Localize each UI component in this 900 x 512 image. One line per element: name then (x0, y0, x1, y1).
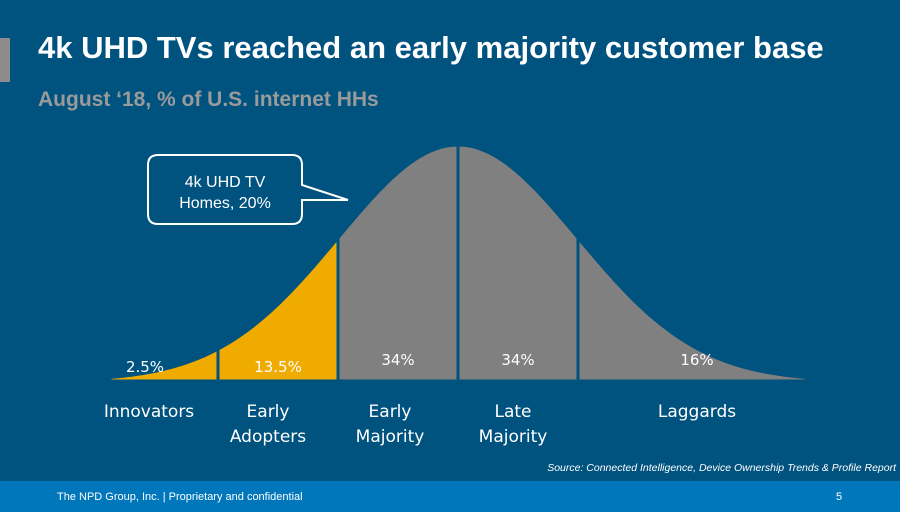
category-label: Adopters (230, 427, 306, 447)
footer-bar: The NPD Group, Inc. | Proprietary and co… (0, 481, 900, 512)
value-label: 16% (680, 351, 713, 369)
curve-segment-innovators (108, 346, 220, 383)
category-label: Late (494, 402, 531, 422)
value-label: 34% (381, 351, 414, 369)
callout-line-1: 4k UHD TV (185, 174, 266, 191)
callout-line-2: Homes, 20% (179, 195, 271, 212)
page-number: 5 (836, 491, 843, 503)
source-note: Source: Connected Intelligence, Device O… (547, 462, 896, 474)
curve-segment-laggards (576, 233, 808, 383)
category-label: Majority (479, 427, 548, 447)
category-label: Laggards (658, 402, 736, 422)
title-accent-bar (0, 38, 10, 82)
curve-segment-early-adopters (216, 233, 340, 383)
category-label: Early (369, 402, 412, 422)
value-label: 13.5% (254, 358, 302, 376)
value-label: 2.5% (126, 358, 164, 376)
category-label: Innovators (104, 402, 194, 422)
footer-text: The NPD Group, Inc. | Proprietary and co… (57, 491, 303, 503)
callout: 4k UHD TV Homes, 20% (147, 154, 349, 225)
category-label: Majority (356, 427, 425, 447)
slide-subtitle: August ‘18, % of U.S. internet HHs (38, 88, 379, 111)
category-label: Early (247, 402, 290, 422)
curve-segment-early-majority (336, 143, 460, 383)
curve-segment-late-majority (456, 143, 580, 383)
slide-title: 4k UHD TVs reached an early majority cus… (38, 30, 824, 65)
value-label: 34% (501, 351, 534, 369)
